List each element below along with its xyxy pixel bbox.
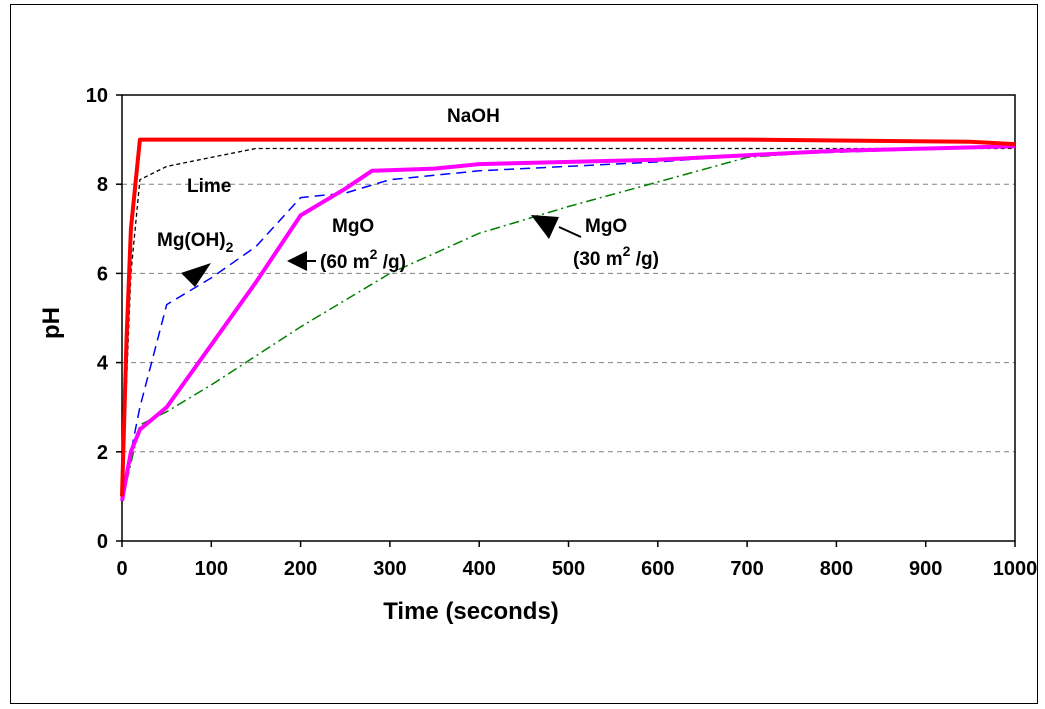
arrow-mgo60 (287, 251, 316, 271)
series-layer (120, 137, 1016, 502)
annotation-mgo60-line2: (60 m2 /g) (320, 246, 406, 273)
x-axis-title: Time (seconds) (383, 598, 559, 625)
x-tick-label: 300 (373, 558, 406, 580)
annotation-mgo60-sup: 2 (370, 246, 378, 262)
annotation-mgo30-text-a: (30 m (573, 249, 623, 270)
y-tick-label: 4 (97, 353, 109, 375)
annotation-mgo60-text-a: (60 m (320, 252, 370, 273)
annotation-mgo60-text-b: /g) (377, 252, 406, 273)
series-line-lime (121, 147, 1015, 497)
annotation-mgoh2-main: Mg(OH) (157, 230, 226, 251)
y-tick-label: 2 (97, 442, 108, 464)
x-tick-label: 1000 (993, 558, 1038, 580)
annotation-mgo30-sup: 2 (623, 243, 631, 259)
series-line-naoh (120, 137, 1016, 497)
annotation-mgo30-line1: MgO (585, 216, 627, 237)
chart-svg: 0 100 200 300 400 500 600 700 800 900 10000246810 … (38, 85, 1038, 625)
x-tick-label: 400 (463, 558, 496, 580)
y-tick-label: 6 (97, 263, 108, 285)
grid-layer (122, 183, 1015, 453)
series-line-mgo-30-m2-g (121, 145, 1016, 502)
series-line-mgo-60-m2-g (120, 144, 1016, 502)
annotation-mgoh2: Mg(OH)2 (157, 230, 234, 255)
annotation-naoh: NaOH (447, 106, 500, 127)
x-tick-label: 800 (820, 558, 853, 580)
y-axis-title: pH (38, 307, 65, 339)
tick-layer: 0 100 200 300 400 500 600 700 800 900 1000 0 2 4 6 8 10 (86, 85, 1038, 580)
annotation-mgo60-line1: MgO (332, 216, 374, 237)
x-tick-label: 900 (909, 558, 942, 580)
x-tick-label: 200 (284, 558, 317, 580)
annotation-lime: Lime (187, 176, 231, 197)
arrow-mgoh2 (181, 263, 211, 287)
annotation-mgo30-text-b: /g) (630, 249, 659, 270)
annotation-mgo30-line2: (30 m2 /g) (573, 243, 659, 270)
x-tick-label: 700 (730, 558, 763, 580)
y-tick-label: 8 (97, 174, 108, 196)
x-tick-label: 100 (195, 558, 228, 580)
chart-frame: 0 100 200 300 400 500 600 700 800 900 1000 0 2 4 6 8 10 … (10, 4, 1038, 704)
series-line-mg-oh-2 (121, 145, 1016, 497)
annotation-mgoh2-sub: 2 (226, 239, 234, 255)
y-tick-label: 10 (86, 85, 108, 107)
x-tick-label: 0 (116, 558, 127, 580)
x-tick-label: 500 (552, 558, 585, 580)
arrow-mgo30 (531, 215, 582, 239)
x-tick-label: 600 (641, 558, 674, 580)
y-tick-label: 0 (97, 531, 108, 553)
